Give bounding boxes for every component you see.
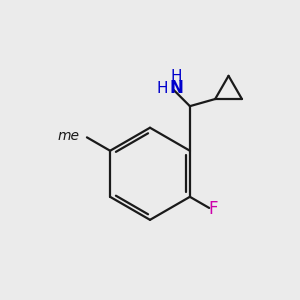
- Text: H: H: [157, 81, 168, 96]
- Text: F: F: [208, 200, 218, 218]
- Text: N: N: [169, 79, 184, 97]
- Text: H: H: [171, 69, 182, 84]
- Text: me: me: [58, 129, 80, 143]
